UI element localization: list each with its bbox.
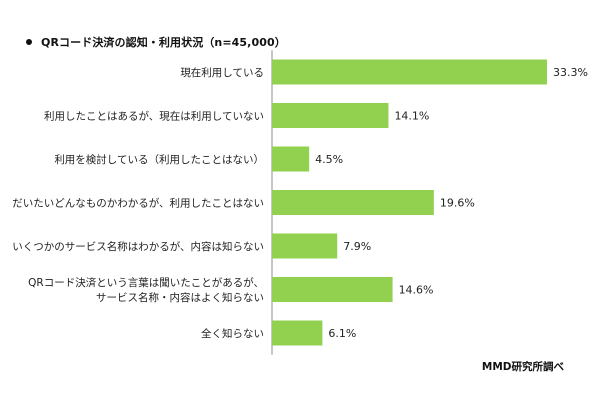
bar-4 xyxy=(272,190,434,215)
value-label-7: 6.1% xyxy=(328,327,356,340)
value-label-6: 14.6% xyxy=(399,284,434,297)
chart-title-row: QRコード決済の認知・利用状況（n=45,000） xyxy=(26,34,286,50)
source-note: MMD研究所調べ xyxy=(481,361,564,373)
bar-2 xyxy=(272,103,389,128)
category-label-4: だいたいどんなものかわかるが、利用したことはない xyxy=(12,197,264,210)
category-label-5: いくつかのサービス名称はわかるが、内容は知らない xyxy=(12,240,264,253)
bar-6 xyxy=(272,277,393,302)
category-label-7: 全く知らない xyxy=(201,327,264,340)
value-label-1: 33.3% xyxy=(553,66,588,79)
category-label-2: 利用したことはあるが、現在は利用していない xyxy=(44,110,264,123)
category-label-3: 利用を検討している（利用したことはない） xyxy=(54,153,264,166)
value-label-5: 7.9% xyxy=(343,240,371,253)
category-label-1: 現在利用している xyxy=(180,67,264,79)
chart-title: QRコード決済の認知・利用状況（n=45,000） xyxy=(41,36,286,49)
bar-3 xyxy=(272,146,310,172)
bullet-icon xyxy=(26,39,32,45)
value-label-4: 19.6% xyxy=(440,197,475,210)
value-label-3: 4.5% xyxy=(315,153,343,166)
bar-7 xyxy=(272,320,323,346)
value-label-2: 14.1% xyxy=(394,110,429,123)
bar-5 xyxy=(272,233,338,259)
category-label-6: QRコード決済という言葉は聞いたことがあるが、サービス名称・内容はよく知らない xyxy=(28,276,264,304)
bar-1 xyxy=(272,59,547,85)
